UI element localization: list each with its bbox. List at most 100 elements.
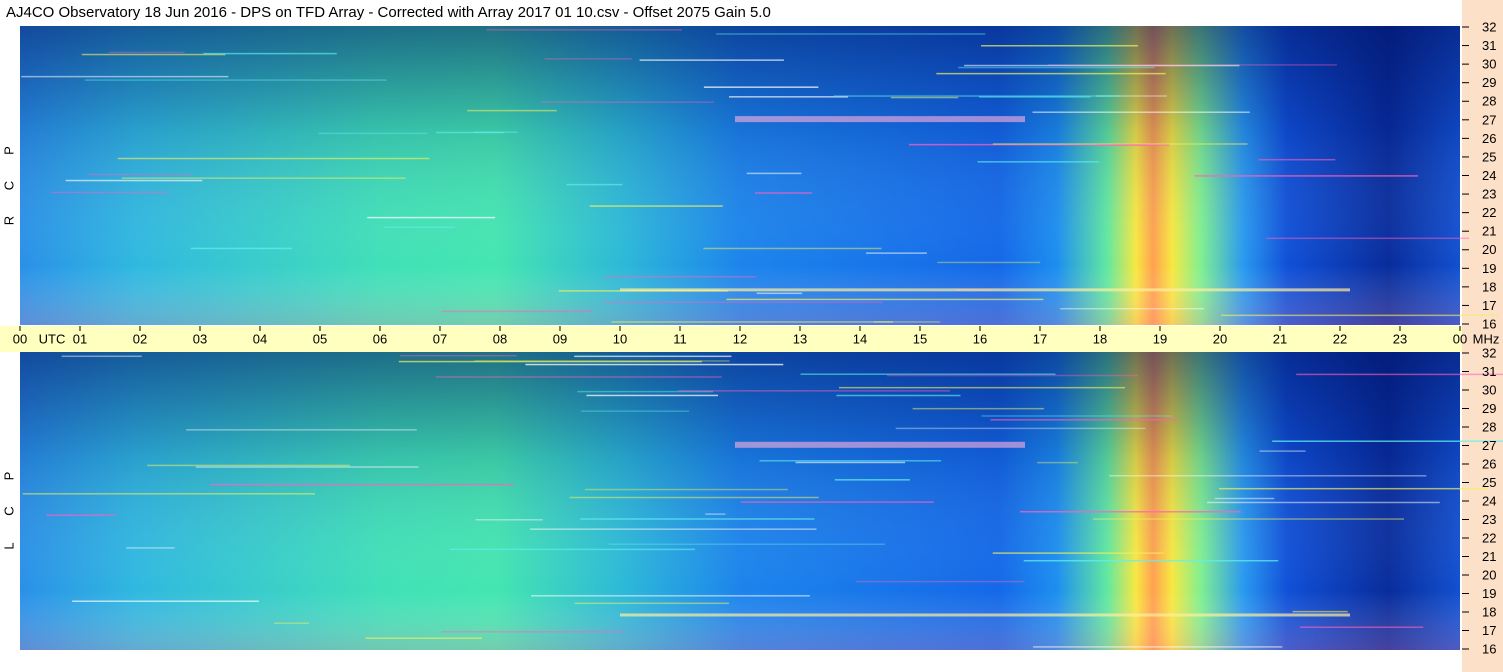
freq-tick-label: 20 [1482,567,1496,582]
rfi-streak [1033,646,1283,648]
freq-tick-label: 23 [1482,187,1496,202]
freq-tick-label: 30 [1482,57,1496,72]
time-tick-label: 16 [973,331,987,346]
freq-tick-label: 20 [1482,242,1496,257]
rfi-streak [603,301,883,304]
rfi-streak [977,161,1099,163]
freq-tick-label: 22 [1482,205,1496,220]
rfi-streak [399,354,517,357]
rfi-streak [1218,487,1489,490]
polarization-letter: P [1,472,16,481]
freq-tick-label: 23 [1482,512,1496,527]
time-axis: 00 01 02 03 04 05 06 07 08 09 10 11 12 13 14 15 16 17 18 19… [13,326,1499,346]
rfi-streak [990,419,1178,421]
rfi-streak [746,172,802,175]
freq-tick-label: 27 [1482,438,1496,453]
rfi-streak [121,177,406,179]
rfi-streak [525,363,784,366]
freq-tick-label: 32 [1482,345,1496,360]
rfi-streak [912,407,1044,410]
polarization-letter: L [1,542,16,549]
freq-tick-label: 18 [1482,604,1496,619]
rfi-streak [873,321,941,323]
rfi-streak [84,79,387,81]
rfi-streak [1292,610,1348,613]
rfi-streak [639,59,784,61]
rfi-streak [569,496,819,499]
rfi-streak [398,360,702,363]
time-tick-label: 19 [1153,331,1167,346]
rfi-streak [1266,237,1470,240]
rfi-streak [866,252,927,254]
rfi-streak [126,547,175,549]
rfi-streak [1207,501,1440,504]
time-tick-label: 10 [613,331,627,346]
rfi-streak [475,519,543,521]
freq-tick-label: 31 [1482,38,1496,53]
freq-tick-label: 32 [1482,19,1496,34]
rfi-streak [608,543,885,546]
freq-tick-label: 16 [1482,641,1496,656]
rfi-streak [755,192,813,194]
time-tick-label: 07 [433,331,447,346]
freq-tick-label: 26 [1482,131,1496,146]
time-tick-label: 20 [1213,331,1227,346]
rfi-streak [728,96,849,98]
rfi-streak [1214,497,1275,500]
time-tick-label: 18 [1093,331,1107,346]
rfi-streak [209,483,514,486]
freq-tick-label: 27 [1482,112,1496,127]
rfi-streak [604,276,756,278]
rfi-streak [367,216,496,219]
rfi-streak [1032,111,1250,113]
rfi-streak [958,66,1155,69]
rfi-streak [1096,95,1167,97]
rfi-streak [186,429,417,431]
rfi-streak [584,488,788,491]
time-tick-label: 03 [193,331,207,346]
rfi-streak [800,373,1056,375]
rfi-streak [81,53,226,56]
rfi-streak [574,602,729,605]
time-tick-label: 21 [1273,331,1287,346]
rfi-streak [467,109,557,112]
freq-tick-label: 24 [1482,493,1496,508]
time-tick-label: 09 [553,331,567,346]
time-tick-label: 00 [1453,331,1467,346]
time-tick-label: 14 [853,331,867,346]
rfi-streak [541,101,715,103]
rfi-streak [836,394,961,397]
rfi-streak [703,86,819,88]
rfi-streak [531,595,810,597]
rfi-streak [890,96,959,99]
time-tick-label: 22 [1333,331,1347,346]
rfi-streak [1272,440,1503,442]
rfi-streak [981,44,1138,47]
rfi-streak [992,552,1164,554]
freq-tick-label: 19 [1482,261,1496,276]
freq-tick-label: 24 [1482,168,1496,183]
rfi-streak [435,376,722,378]
rfi-streak [1023,559,1279,562]
rfi-streak [383,226,456,229]
freq-tick-label: 29 [1482,75,1496,90]
rfi-streak [574,355,732,358]
time-tick-label: 06 [373,331,387,346]
rfi-streak [61,355,142,358]
time-tick-label: 05 [313,331,327,346]
rfi-streak [22,493,315,495]
rfi-streak [886,374,1138,377]
rfi-streak [486,29,683,31]
burst [735,116,1025,123]
freq-tick-label: 19 [1482,586,1496,601]
rfi-streak [318,132,428,135]
rfi-streak [72,600,259,602]
polarization-letter: P [1,146,16,155]
rfi-streak [834,479,910,481]
freq-tick-label: 29 [1482,401,1496,416]
rfi-streak [441,631,625,633]
rfi-streak [586,394,719,397]
rfi-streak [274,622,309,624]
panels: 16 17 18 19 20 21 22 23 24 25 26 27 28 29 30 31 32 R C P 16 1… [1,19,1503,656]
